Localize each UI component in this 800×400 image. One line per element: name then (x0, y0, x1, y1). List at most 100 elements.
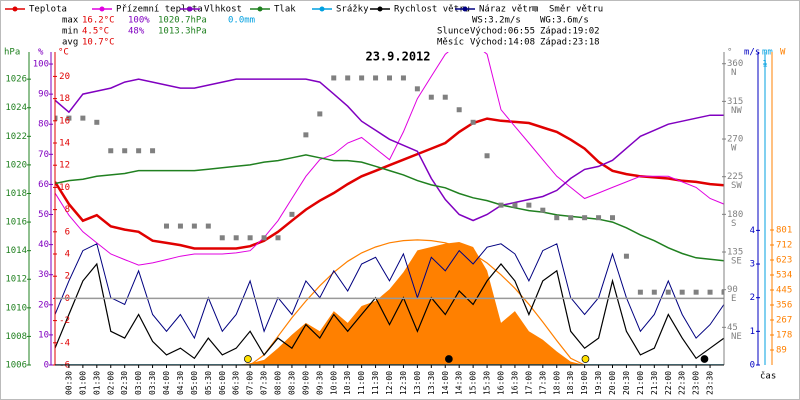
series-line (55, 78, 724, 222)
solar-area (55, 242, 724, 365)
y-tick-label: 89 (776, 345, 787, 355)
y-tick-label: 623 (776, 255, 792, 265)
moon-marker (700, 355, 709, 363)
direction-point (373, 75, 379, 81)
y-tick-label: 10 (38, 330, 49, 340)
y-tick-label: 4 (750, 226, 755, 236)
x-tick-label: 13:30 (427, 371, 436, 395)
x-tick-label: 02:30 (120, 371, 129, 395)
x-tick-label: 03:00 (134, 371, 143, 395)
y-tick-label: 135 (727, 248, 743, 258)
stat-rain: 0.0mm (228, 16, 255, 26)
direction-point (108, 148, 114, 154)
y-tick-label: 270 (727, 135, 743, 145)
y-tick-label: 80 (38, 120, 49, 130)
y-tick-label: 1022 (5, 132, 27, 142)
y-tick-label: 1010 (5, 303, 27, 313)
y-tick-label: 2 (65, 272, 70, 282)
moon-info: Západ:23:18 (540, 38, 600, 48)
y-tick-label: 45 (727, 323, 738, 333)
legend-swatch (257, 6, 263, 12)
y-tick-label: 1024 (5, 103, 27, 113)
direction-point (651, 289, 657, 295)
y-tick-label: 1008 (5, 332, 27, 342)
x-tick-label: 08:30 (287, 371, 296, 395)
x-axis-title: čas (760, 371, 776, 382)
x-tick-label: 10:30 (343, 371, 352, 395)
direction-point (526, 202, 532, 208)
direction-point (191, 223, 197, 229)
x-tick-label: 18:00 (552, 371, 561, 395)
y-tick-label: 2 (750, 293, 755, 303)
sun-info: Východ:06:55 (470, 27, 535, 37)
x-tick-label: 19:00 (580, 371, 589, 395)
stat-temp: 16.2°C (82, 16, 115, 26)
y-tick-label: 1 (750, 327, 755, 337)
direction-point (665, 289, 671, 295)
direction-point (387, 75, 392, 81)
y-tick-label: 6 (65, 227, 70, 237)
direction-point (414, 86, 420, 92)
y-tick-label: 1012 (5, 275, 27, 285)
wind-info: WS:3.2m/s (472, 16, 521, 26)
x-tick-label: 20:00 (608, 371, 617, 395)
direction-point (707, 289, 713, 295)
x-tick-label: 00:30 (64, 371, 73, 395)
compass-label: NE (731, 332, 742, 342)
axis-title: °C (58, 48, 69, 58)
y-tick-label: 1020 (5, 160, 27, 170)
y-tick-label: 90 (38, 90, 49, 100)
moon-marker (445, 355, 453, 363)
y-tick-label: 0 (750, 361, 755, 371)
axis-title: ° (727, 48, 732, 58)
sun-marker (581, 355, 590, 363)
series-line (55, 262, 724, 360)
series-line (55, 154, 724, 262)
y-tick-label: 10 (59, 183, 70, 193)
y-tick-label: 8 (65, 205, 70, 215)
axis-title: m/s (744, 48, 760, 58)
direction-point (582, 215, 588, 221)
direction-point (540, 207, 546, 213)
axis-title: % (38, 48, 44, 58)
legend-label: Náraz větru (479, 5, 539, 15)
y-tick-label: -4 (59, 338, 70, 348)
x-tick-label: 20:30 (622, 371, 631, 395)
compass-label: W (731, 144, 737, 154)
y-tick-label: 534 (776, 270, 792, 280)
legend-swatch (377, 6, 383, 12)
direction-point (303, 132, 309, 138)
y-tick-label: 0 (44, 361, 49, 371)
x-tick-label: 05:30 (204, 371, 213, 395)
direction-point (359, 75, 365, 81)
chart-title: 23.9.2012 (365, 50, 430, 64)
direction-point (177, 223, 183, 229)
x-tick-label: 23:30 (706, 371, 715, 395)
series-line (55, 52, 724, 266)
x-tick-label: 11:30 (371, 371, 380, 395)
x-tick-label: 08:00 (274, 371, 283, 395)
direction-point (94, 119, 100, 125)
x-tick-label: 07:00 (246, 371, 255, 395)
y-tick-label: 90 (727, 285, 738, 295)
direction-point (55, 115, 58, 121)
x-tick-label: 13:00 (413, 371, 422, 395)
legend-label: Přízemní teplota (116, 5, 203, 15)
x-tick-label: 12:30 (399, 371, 408, 395)
legend-swatch (319, 6, 325, 12)
y-tick-label: 1014 (5, 246, 27, 256)
x-tick-label: 06:30 (232, 371, 241, 395)
y-tick-label: 360 (727, 59, 743, 69)
y-tick-label: 356 (776, 300, 792, 310)
x-tick-label: 23:00 (692, 371, 701, 395)
compass-label: E (731, 294, 736, 304)
y-tick-label: 40 (38, 240, 49, 250)
x-tick-label: 17:30 (538, 371, 547, 395)
x-tick-label: 04:00 (162, 371, 171, 395)
y-tick-label: 1006 (5, 361, 27, 371)
stat-humidity: 48% (128, 27, 145, 37)
y-tick-label: 1 (762, 60, 767, 70)
x-tick-label: 01:30 (92, 371, 101, 395)
stat-temp: 4.5°C (82, 27, 109, 37)
legend-swatch (532, 6, 537, 11)
